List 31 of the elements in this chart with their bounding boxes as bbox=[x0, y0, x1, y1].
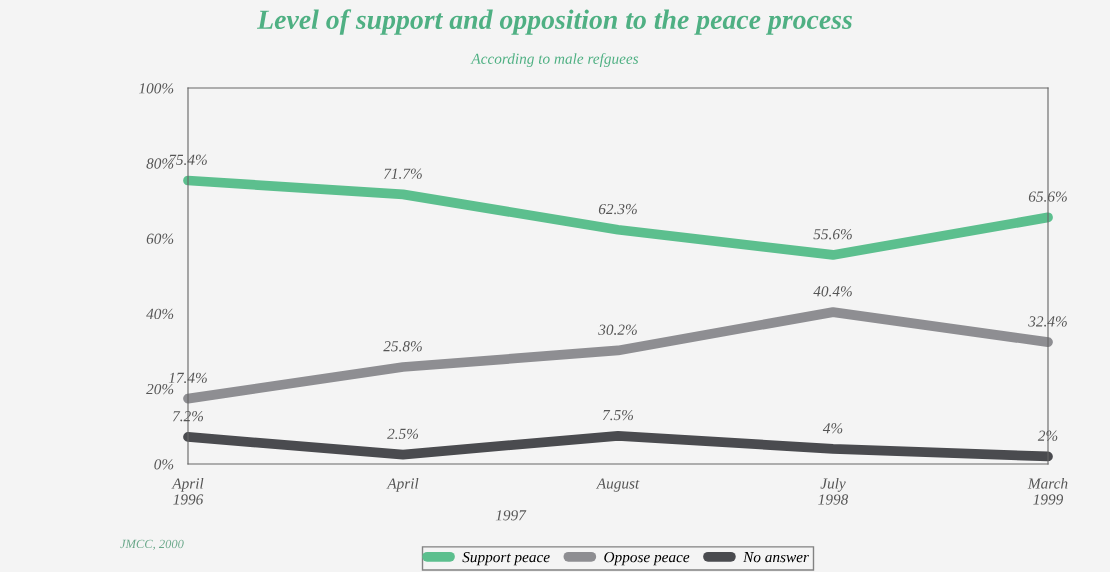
text: JMCC, 2000 bbox=[120, 539, 184, 550]
legend-label: Oppose peace bbox=[604, 552, 690, 566]
y-tick-label: 0% bbox=[154, 459, 174, 470]
text: 7.2% bbox=[172, 411, 204, 422]
x-tick-label: August bbox=[595, 478, 640, 492]
text: 1997 bbox=[495, 510, 527, 521]
text: 4% bbox=[822, 423, 843, 434]
y-tick-label: 100% bbox=[139, 83, 174, 94]
x-tick-label: April 1996 bbox=[171, 477, 204, 505]
text: 25.8% bbox=[383, 341, 422, 352]
text: 7.5% bbox=[602, 409, 634, 421]
text: 32.4% bbox=[1028, 316, 1067, 327]
x-tick-label: April bbox=[386, 477, 419, 492]
text: 65.6% bbox=[1028, 191, 1067, 202]
text: 40.4% bbox=[813, 286, 852, 297]
text: 30.2% bbox=[598, 324, 637, 335]
text: 62.3% bbox=[598, 203, 637, 215]
x-tick-label: July 1998 bbox=[818, 477, 849, 505]
x-tick-label: March 1999 bbox=[1027, 477, 1068, 505]
text: 71.7% bbox=[384, 168, 422, 179]
text: 2.5% bbox=[387, 428, 419, 440]
chart-subtitle: According to male refguees bbox=[470, 52, 639, 68]
y-tick-label: 20% bbox=[146, 383, 174, 395]
text: 2% bbox=[1037, 430, 1058, 441]
text: 17.4% bbox=[168, 372, 207, 384]
text: 55.6% bbox=[813, 229, 852, 240]
legend-label: Support peace bbox=[462, 552, 550, 566]
y-tick-label: 40% bbox=[146, 308, 174, 320]
legend-label: No answer bbox=[743, 552, 809, 563]
chart-title: Level of support and opposition to the peace process bbox=[256, 9, 852, 35]
y-tick-label: 60% bbox=[146, 233, 174, 244]
